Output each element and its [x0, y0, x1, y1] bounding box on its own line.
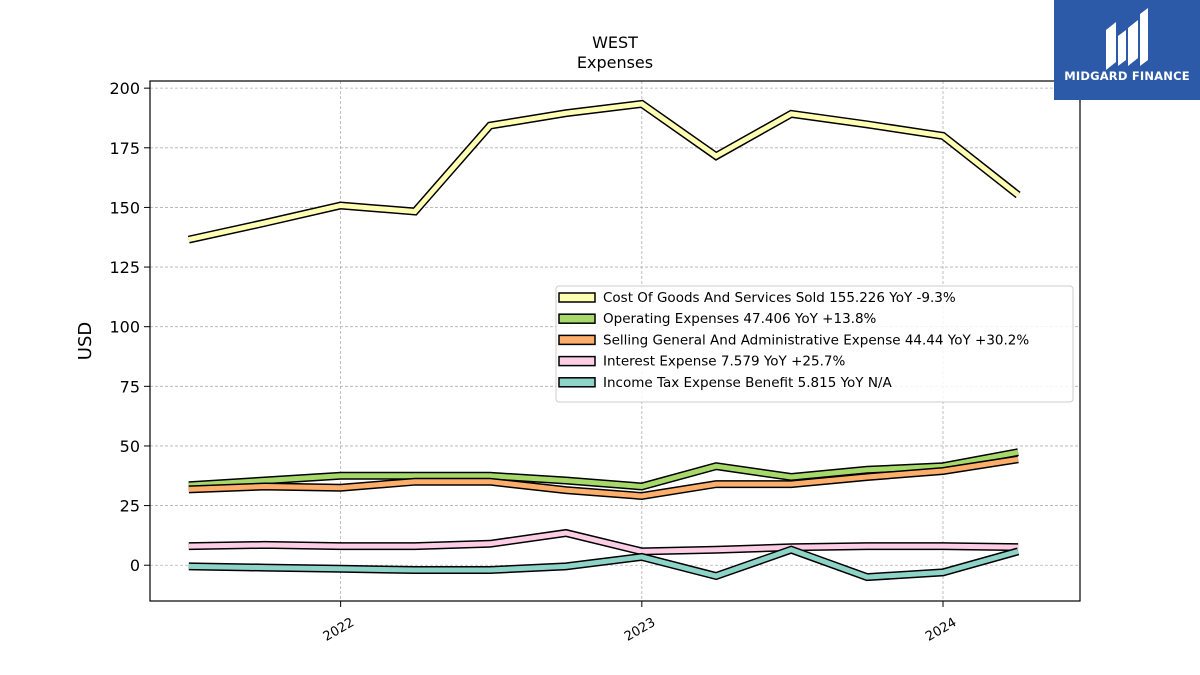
y-tick-label: 125	[109, 258, 140, 277]
legend-swatch	[558, 334, 596, 346]
axes: 0 25 50 75 100 125 150 175 200 2022 2023 2024	[109, 79, 959, 645]
legend-entry: Operating Expenses 47.406 YoY +13.8%	[603, 311, 877, 327]
legend-swatch	[558, 355, 596, 367]
series-1	[188, 448, 1019, 491]
series-line	[188, 456, 1019, 499]
series-line-outline	[187, 99, 1021, 244]
logo-mark-icon	[1106, 8, 1148, 70]
logo-text: MIDGARD FINANCE	[1064, 69, 1190, 83]
legend-swatch	[558, 377, 596, 388]
x-tick-label: 2023	[622, 615, 658, 645]
x-tick-label: 2024	[923, 615, 959, 645]
company-logo: MIDGARD FINANCE	[1054, 0, 1200, 100]
series-lines	[187, 99, 1021, 582]
legend-entry: Interest Expense 7.579 YoY +25.7%	[603, 354, 845, 370]
legend-swatch	[558, 313, 596, 324]
series-0	[187, 99, 1021, 244]
legend-box	[555, 285, 1074, 403]
y-tick-label: 0	[130, 556, 140, 575]
y-tick-label: 100	[109, 318, 140, 337]
series-line	[188, 530, 1019, 554]
legend-entry: Income Tax Expense Benefit 5.815 YoY N/A	[603, 375, 892, 391]
chart-title: WEST	[592, 33, 638, 52]
y-tick-label: 50	[120, 437, 140, 456]
y-tick-label: 25	[120, 497, 140, 516]
plot-frame	[149, 80, 1081, 602]
y-tick-label: 200	[109, 79, 140, 98]
series-4	[188, 545, 1020, 582]
series-line	[188, 449, 1019, 490]
chart-subtitle: Expenses	[577, 53, 653, 72]
series-line	[188, 101, 1020, 243]
y-tick-label: 150	[109, 198, 140, 217]
y-axis-label: USD	[75, 322, 96, 360]
x-tick-label: 2022	[321, 615, 357, 645]
legend: Cost Of Goods And Services Sold 155.226 …	[555, 285, 1074, 403]
legend-entry: Selling General And Administrative Expen…	[603, 332, 1029, 348]
y-tick-label: 175	[109, 139, 140, 158]
series-2	[188, 455, 1019, 501]
legend-swatch	[558, 292, 596, 303]
legend-entry: Cost Of Goods And Services Sold 155.226 …	[603, 290, 956, 306]
series-3	[188, 528, 1019, 556]
series-line	[188, 547, 1019, 580]
y-tick-label: 75	[120, 377, 140, 396]
